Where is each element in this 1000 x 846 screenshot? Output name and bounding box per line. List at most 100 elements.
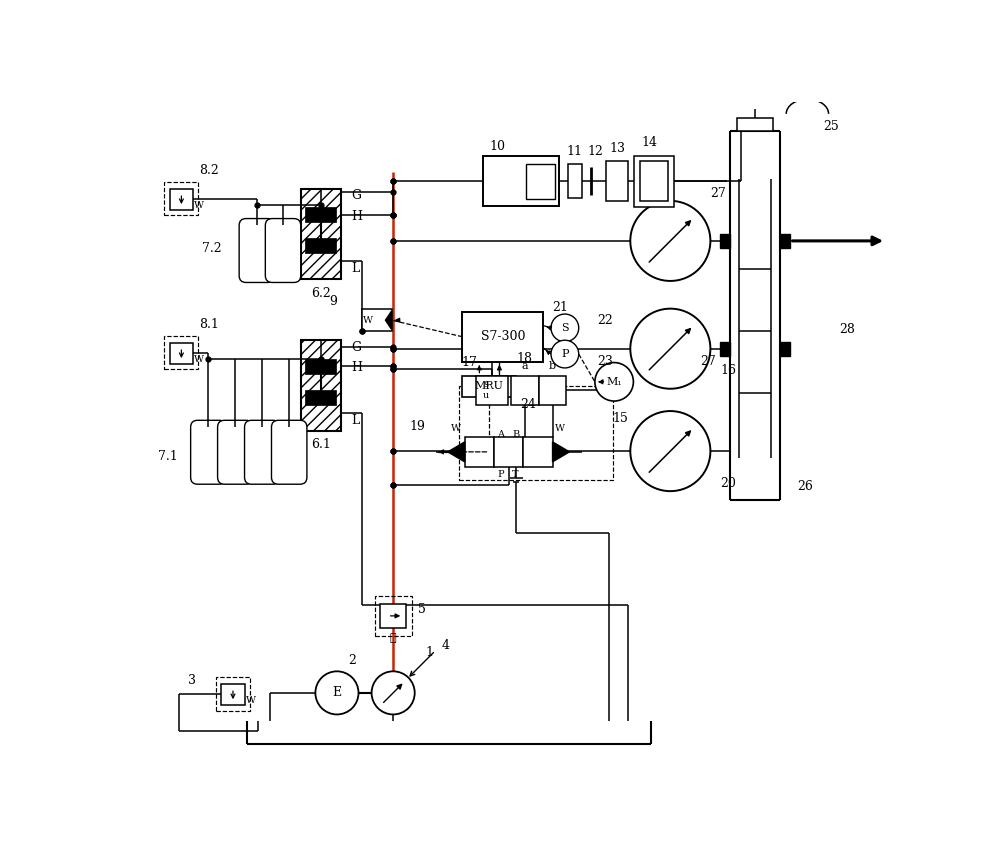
Bar: [459, 386, 613, 480]
Text: 28: 28: [840, 323, 855, 336]
Text: ⚡: ⚡: [390, 633, 396, 643]
Text: 22: 22: [597, 314, 613, 327]
Text: W: W: [194, 201, 204, 210]
FancyBboxPatch shape: [245, 420, 280, 484]
Bar: [511, 376, 539, 405]
Circle shape: [630, 201, 710, 281]
Text: 3: 3: [188, 674, 196, 687]
Text: 7.1: 7.1: [158, 450, 177, 463]
Text: B: B: [512, 430, 519, 439]
FancyBboxPatch shape: [271, 420, 307, 484]
Bar: [483, 157, 559, 206]
Text: 2: 2: [348, 654, 356, 667]
Text: M₁: M₁: [606, 376, 622, 387]
Text: 25: 25: [823, 120, 839, 134]
Text: 20: 20: [720, 477, 736, 490]
Text: 8.1: 8.1: [199, 317, 219, 331]
Text: 17: 17: [461, 356, 477, 369]
Bar: [305, 238, 336, 253]
Text: 6.1: 6.1: [311, 438, 331, 452]
Text: H: H: [352, 361, 363, 375]
Text: H: H: [352, 210, 363, 222]
Bar: [720, 234, 730, 248]
Text: L: L: [352, 262, 360, 275]
Circle shape: [595, 363, 633, 401]
Bar: [170, 189, 193, 210]
Bar: [362, 310, 392, 331]
Polygon shape: [448, 442, 465, 462]
Bar: [465, 437, 494, 466]
Bar: [526, 164, 555, 199]
Text: MRU: MRU: [475, 382, 504, 392]
Text: A: A: [497, 430, 504, 439]
Bar: [305, 207, 336, 222]
Text: W: W: [246, 696, 256, 705]
Circle shape: [630, 411, 710, 492]
Text: 4: 4: [442, 639, 450, 651]
Text: L: L: [352, 414, 360, 426]
Bar: [462, 376, 516, 398]
Text: 8.2: 8.2: [199, 163, 219, 177]
Text: E: E: [332, 686, 342, 700]
Bar: [780, 342, 790, 355]
Text: 11: 11: [567, 146, 583, 158]
Bar: [640, 162, 668, 201]
Text: T: T: [512, 470, 519, 479]
Text: u: u: [483, 391, 489, 400]
Text: S7-300: S7-300: [481, 330, 525, 343]
Bar: [606, 162, 628, 201]
Bar: [568, 164, 582, 198]
Text: 15: 15: [612, 412, 628, 426]
Text: 7.2: 7.2: [202, 242, 222, 255]
Text: 14: 14: [642, 136, 658, 149]
Bar: [170, 343, 193, 364]
Text: s: s: [484, 380, 489, 388]
Text: 27: 27: [710, 187, 726, 200]
Text: W: W: [194, 355, 204, 364]
Bar: [634, 156, 674, 206]
Bar: [164, 182, 198, 216]
Bar: [523, 437, 553, 466]
Bar: [305, 389, 336, 405]
Bar: [301, 189, 341, 279]
Text: 1: 1: [425, 646, 433, 659]
Bar: [720, 342, 730, 355]
Text: 26: 26: [797, 480, 813, 493]
Bar: [737, 118, 773, 131]
Polygon shape: [385, 311, 392, 329]
FancyBboxPatch shape: [218, 420, 253, 484]
Circle shape: [372, 672, 415, 714]
Text: P: P: [561, 349, 569, 359]
Text: 6.2: 6.2: [311, 287, 331, 299]
Bar: [305, 359, 336, 374]
FancyBboxPatch shape: [191, 420, 226, 484]
Circle shape: [630, 309, 710, 388]
Bar: [216, 677, 250, 711]
Bar: [462, 311, 543, 362]
Bar: [301, 340, 341, 431]
Text: S: S: [561, 323, 569, 332]
Text: W: W: [451, 424, 461, 432]
Bar: [494, 437, 523, 466]
Text: 12: 12: [587, 146, 603, 158]
Bar: [476, 376, 508, 405]
Text: 18: 18: [517, 352, 533, 365]
Text: b: b: [549, 361, 556, 371]
Text: P: P: [498, 470, 504, 479]
Bar: [780, 234, 790, 248]
Circle shape: [315, 672, 359, 714]
Text: 5: 5: [418, 603, 426, 616]
FancyBboxPatch shape: [265, 218, 301, 283]
Text: G: G: [352, 341, 362, 354]
Text: W: W: [363, 316, 373, 325]
Circle shape: [551, 314, 579, 342]
FancyBboxPatch shape: [239, 218, 275, 283]
Circle shape: [551, 340, 579, 368]
Text: W: W: [555, 424, 565, 432]
Bar: [164, 336, 198, 370]
Bar: [375, 596, 412, 636]
Text: 19: 19: [409, 420, 425, 433]
Bar: [539, 376, 566, 405]
Text: 27: 27: [700, 355, 716, 368]
Text: 16: 16: [720, 364, 736, 376]
